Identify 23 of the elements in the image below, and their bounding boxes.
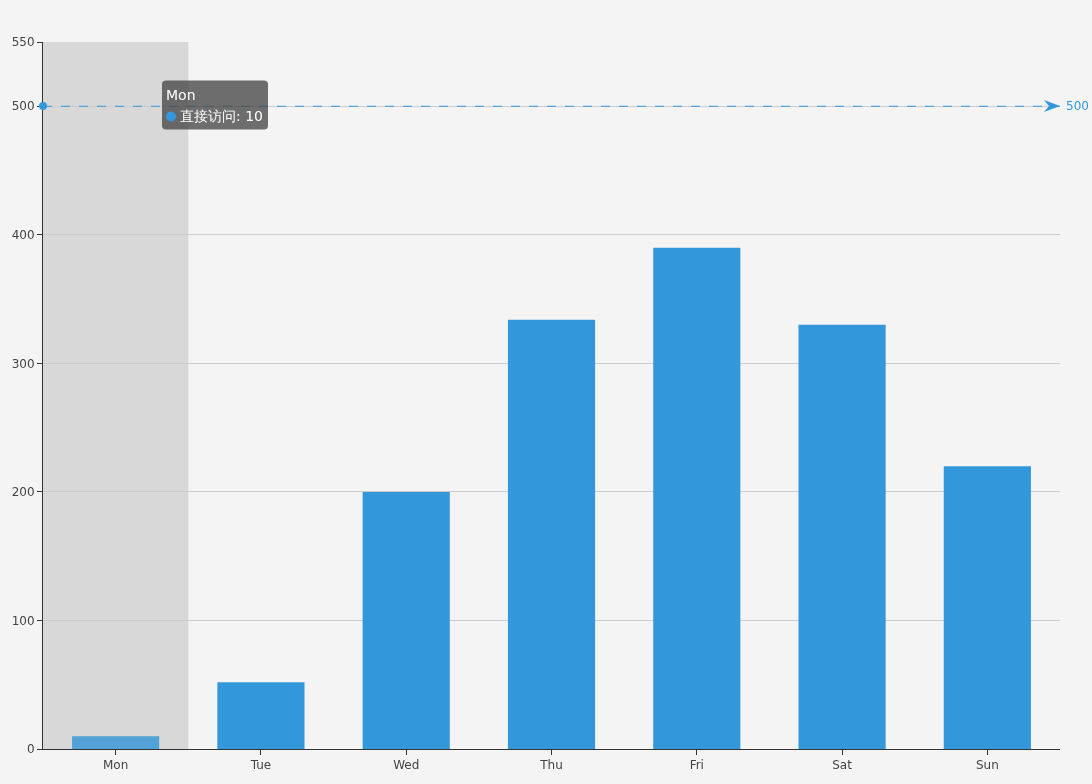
x-tick-label: Sun — [975, 758, 999, 773]
ref-line-label: 500 — [1066, 99, 1089, 113]
y-tick-label: 400 — [11, 228, 35, 243]
bar — [362, 491, 450, 749]
x-tick-label: Fri — [689, 758, 704, 773]
bar — [653, 247, 741, 749]
y-tick-label: 100 — [11, 613, 35, 628]
annotation: Mon 直接访问: 10 — [166, 86, 263, 124]
x-tick-label: Sat — [832, 758, 853, 773]
bar — [507, 319, 596, 749]
bar — [72, 736, 160, 749]
bar — [798, 324, 886, 749]
y-tick-label: 0 — [26, 742, 35, 757]
x-tick-label: Wed — [393, 758, 420, 773]
y-tick-label: 500 — [11, 99, 35, 114]
bar — [217, 682, 305, 749]
x-tick-label: Thu — [539, 758, 563, 773]
y-tick-label: 550 — [11, 35, 35, 50]
x-tick-label: Tue — [249, 758, 272, 773]
x-tick-label: Mon — [102, 758, 129, 773]
y-tick-label: 200 — [11, 485, 35, 500]
bar — [943, 466, 1031, 749]
y-tick-label: 300 — [11, 356, 35, 371]
